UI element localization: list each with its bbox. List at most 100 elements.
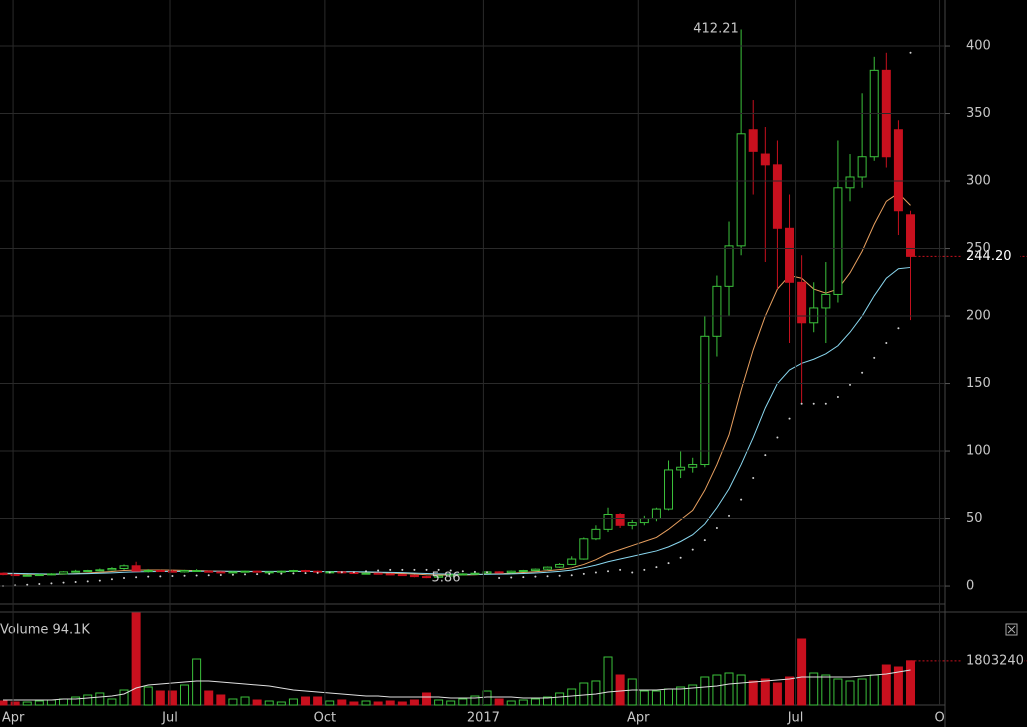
- last-price-box: [962, 248, 1020, 265]
- candle-body: [264, 571, 274, 574]
- volume-bar: [712, 674, 722, 706]
- candle-body: [615, 513, 625, 526]
- sar-dot: [824, 402, 827, 405]
- volume-bar: [845, 680, 855, 706]
- close-icon[interactable]: [1005, 623, 1018, 636]
- candle-body: [95, 569, 105, 572]
- close-icon[interactable]: [1007, 625, 1016, 634]
- candle-body: [748, 129, 758, 152]
- candle-body: [192, 570, 202, 573]
- candle-body: [785, 227, 795, 283]
- candle-body: [603, 513, 613, 530]
- candle-body: [422, 576, 432, 579]
- volume-bar: [434, 699, 444, 706]
- volume-bar: [724, 672, 734, 706]
- candle-body: [373, 572, 383, 575]
- candle-body: [676, 466, 686, 471]
- volume-bar: [373, 701, 383, 706]
- sar-dot: [38, 583, 41, 586]
- sar-dot: [449, 569, 452, 572]
- volume-bar: [664, 688, 674, 706]
- volume-bar: [131, 612, 141, 706]
- y-tick-label: 350: [966, 106, 991, 121]
- volume-bar: [543, 696, 553, 706]
- candle-body: [288, 570, 298, 573]
- volume-bar: [204, 690, 214, 706]
- candle-body: [651, 508, 661, 520]
- volume-bar: [385, 700, 395, 706]
- volume-bar: [361, 700, 371, 706]
- sar-dot: [135, 576, 138, 579]
- volume-bar: [700, 676, 710, 706]
- sar-dot: [861, 371, 864, 374]
- candle-body: [409, 574, 419, 578]
- volume-bar: [506, 700, 516, 706]
- sar-dot: [231, 573, 234, 576]
- candle-body: [772, 164, 782, 229]
- volume-bar: [651, 690, 661, 706]
- candle-body: [530, 568, 540, 572]
- sar-dot: [425, 568, 428, 571]
- candle-body: [434, 575, 444, 578]
- volume-bar: [676, 686, 686, 706]
- sar-dot: [389, 568, 392, 571]
- sar-dot: [461, 570, 464, 573]
- sar-dot: [800, 402, 803, 405]
- volume-bar: [579, 682, 589, 706]
- volume-bar: [46, 699, 56, 706]
- candle-body: [22, 574, 32, 577]
- candle-body: [543, 566, 553, 570]
- moving-average-line: [3, 266, 911, 575]
- sar-dot: [413, 568, 416, 571]
- candle-body: [736, 133, 746, 247]
- volume-label: Volume 94.1K: [0, 623, 90, 638]
- volume-bar: [591, 680, 601, 706]
- volume-bar: [688, 684, 698, 706]
- sar-dot: [86, 580, 89, 583]
- candle-body: [167, 570, 177, 573]
- close-button[interactable]: [1005, 623, 1018, 636]
- candle-body: [119, 565, 129, 569]
- volume-bar: [192, 658, 202, 706]
- sar-dot: [50, 582, 53, 585]
- candle-body: [893, 129, 903, 212]
- candle-body: [180, 570, 190, 573]
- sar-dot: [534, 575, 537, 578]
- volume-bar: [180, 684, 190, 706]
- volume-bar: [34, 700, 44, 706]
- candle-body: [301, 570, 311, 573]
- candle-body: [821, 293, 831, 309]
- candle-body: [10, 574, 20, 577]
- sar-dot: [171, 575, 174, 578]
- sar-dot: [498, 576, 501, 579]
- sar-dot: [510, 576, 513, 579]
- candle-body: [385, 573, 395, 576]
- volume-bar: [736, 674, 746, 706]
- sar-dot: [812, 402, 815, 405]
- sar-dot: [268, 572, 271, 575]
- sar-dot: [244, 573, 247, 576]
- sar-dot: [26, 583, 29, 586]
- candle-body: [276, 570, 286, 573]
- sar-dot: [728, 514, 731, 517]
- volume-bar: [71, 696, 81, 706]
- sar-dot: [74, 580, 77, 583]
- candle-body: [688, 464, 698, 468]
- candle-body: [59, 571, 69, 575]
- volume-bar: [10, 701, 20, 706]
- volume-bar: [567, 688, 577, 706]
- volume-bar: [881, 664, 891, 706]
- volume-bar: [325, 700, 335, 706]
- x-tick-label: Jul: [161, 711, 178, 726]
- candle-body: [579, 538, 589, 560]
- candle-body: [131, 565, 141, 572]
- candle-body: [809, 307, 819, 324]
- volume-bar: [264, 700, 274, 706]
- volume-bar: [627, 678, 637, 706]
- candle-body: [228, 571, 238, 574]
- candle-body: [143, 570, 153, 573]
- sar-dot: [280, 572, 283, 575]
- x-tick-label: Apr: [627, 711, 650, 726]
